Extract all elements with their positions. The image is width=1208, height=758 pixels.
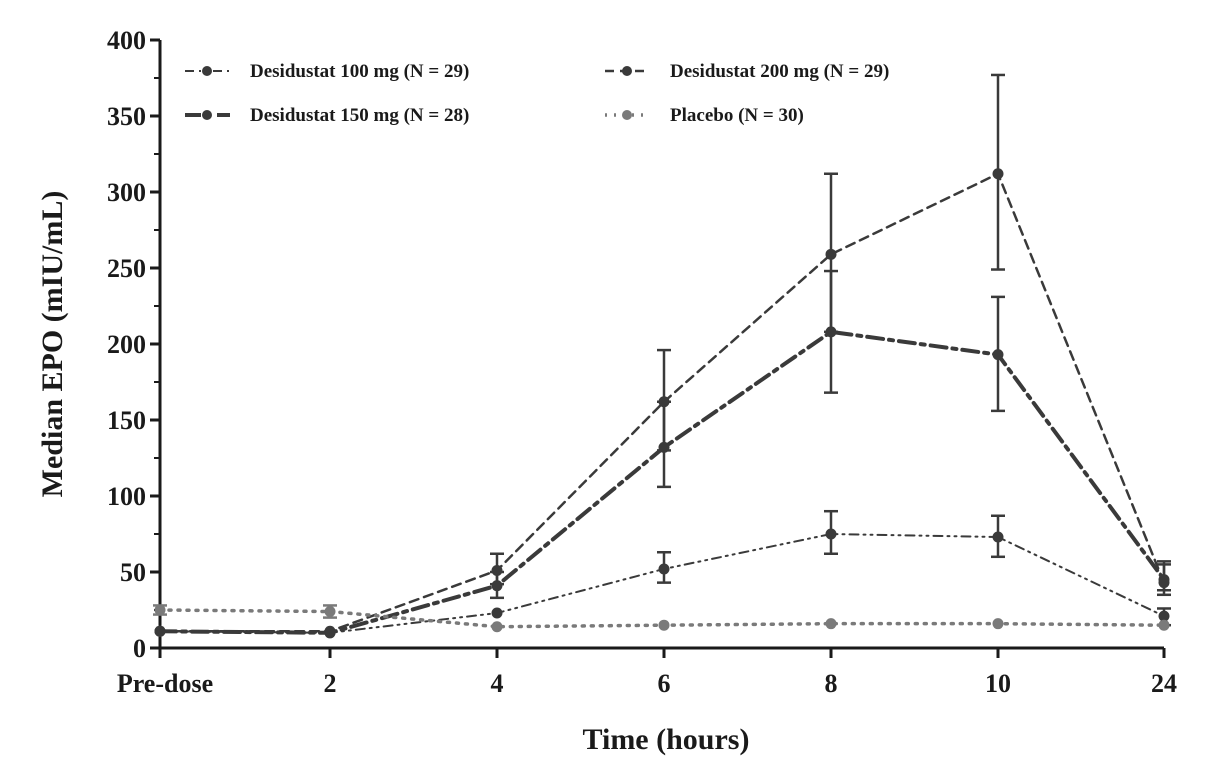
data-point	[154, 625, 166, 637]
series-1	[154, 509, 1171, 639]
x-tick-label: 24	[1151, 669, 1177, 698]
data-point	[1158, 577, 1170, 589]
legend-marker	[622, 110, 632, 120]
series-4	[153, 604, 1170, 633]
y-tick-label: 200	[107, 330, 146, 359]
legend-label: Desidustat 100 mg (N = 29)	[250, 61, 469, 82]
data-point	[1158, 619, 1170, 631]
data-point	[658, 619, 670, 631]
data-point	[992, 618, 1004, 630]
x-tick-label: Pre-dose	[117, 669, 213, 698]
x-tick-label: 4	[491, 669, 504, 698]
x-tick-label: 6	[658, 669, 671, 698]
data-point	[658, 396, 670, 408]
y-tick-label: 150	[107, 406, 146, 435]
data-point	[324, 606, 336, 618]
y-tick-label: 400	[107, 26, 146, 55]
series	[153, 73, 1171, 639]
data-point	[825, 528, 837, 540]
data-point	[491, 607, 503, 619]
data-point	[491, 621, 503, 633]
y-tick-label: 250	[107, 254, 146, 283]
series-3	[154, 73, 1171, 637]
y-tick-label: 300	[107, 178, 146, 207]
data-point	[825, 248, 837, 260]
data-point	[992, 349, 1004, 361]
legend-marker	[622, 66, 632, 76]
x-tick-label: 2	[324, 669, 337, 698]
data-point	[992, 168, 1004, 180]
legend-label: Desidustat 200 mg (N = 29)	[670, 61, 889, 82]
legend-label: Desidustat 150 mg (N = 28)	[250, 105, 469, 126]
data-point	[1158, 610, 1170, 622]
legend-label: Placebo (N = 30)	[670, 105, 804, 126]
legend-marker	[202, 66, 212, 76]
series-line	[158, 329, 1166, 635]
data-point	[658, 563, 670, 575]
x-tick-label: 10	[985, 669, 1011, 698]
data-point	[154, 604, 166, 616]
x-axis-title: Time (hours)	[583, 723, 750, 756]
y-tick-label: 350	[107, 102, 146, 131]
legend-item: Desidustat 100 mg (N = 29)	[185, 61, 469, 82]
data-point	[992, 531, 1004, 543]
legend: Desidustat 100 mg (N = 29) Desidustat 150…	[185, 61, 889, 126]
data-point	[324, 625, 336, 637]
legend-item: Desidustat 200 mg (N = 29)	[605, 61, 889, 82]
data-point	[825, 618, 837, 630]
legend-marker	[202, 110, 212, 120]
x-tick-label: 8	[825, 669, 838, 698]
y-tick-label: 0	[133, 634, 146, 663]
y-tick-label: 100	[107, 482, 146, 511]
axes	[158, 40, 1164, 650]
x-ticks: Pre-dose 2 4 6 8 10 24	[117, 648, 1177, 698]
y-ticks: 0 50 100 150 200 250 300 350 400	[107, 26, 160, 663]
y-tick-label: 50	[120, 558, 146, 587]
legend-item: Desidustat 150 mg (N = 28)	[185, 105, 469, 126]
data-point	[491, 564, 503, 576]
legend-item: Placebo (N = 30)	[605, 105, 804, 126]
y-axis-title: Median EPO (mIU/mL)	[36, 191, 69, 498]
